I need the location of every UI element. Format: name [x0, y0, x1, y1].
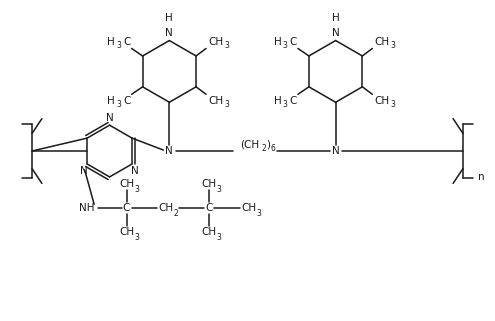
- Text: 3: 3: [225, 41, 229, 50]
- Text: H: H: [332, 13, 340, 22]
- Text: 2: 2: [261, 144, 266, 153]
- Text: N: N: [332, 146, 340, 156]
- Text: C: C: [289, 96, 297, 106]
- Text: N: N: [332, 28, 340, 38]
- Text: C: C: [123, 96, 130, 106]
- Text: N: N: [80, 167, 88, 177]
- Text: 3: 3: [217, 185, 222, 194]
- Text: CH: CH: [201, 179, 217, 189]
- Text: ): ): [266, 140, 270, 150]
- Text: 3: 3: [225, 100, 229, 109]
- Text: 3: 3: [283, 41, 288, 50]
- Text: n: n: [478, 172, 485, 182]
- Text: CH: CH: [201, 227, 217, 237]
- Text: C: C: [205, 203, 213, 213]
- Text: 6: 6: [270, 144, 275, 153]
- Text: CH: CH: [208, 96, 224, 106]
- Text: 3: 3: [116, 100, 121, 109]
- Text: H: H: [107, 96, 115, 106]
- Text: CH: CH: [375, 37, 390, 47]
- Text: CH: CH: [242, 203, 256, 213]
- Text: H: H: [274, 37, 282, 47]
- Text: CH: CH: [119, 227, 134, 237]
- Text: C: C: [123, 37, 130, 47]
- Text: H: H: [165, 13, 173, 22]
- Text: H: H: [274, 96, 282, 106]
- Text: 3: 3: [134, 185, 139, 194]
- Text: C: C: [123, 203, 130, 213]
- Text: 3: 3: [391, 41, 396, 50]
- Text: CH: CH: [208, 37, 224, 47]
- Text: CH: CH: [119, 179, 134, 189]
- Text: 3: 3: [134, 233, 139, 242]
- Text: 3: 3: [217, 233, 222, 242]
- Text: CH: CH: [159, 203, 174, 213]
- Text: (CH: (CH: [241, 140, 259, 150]
- Text: N: N: [165, 28, 173, 38]
- Text: 2: 2: [174, 209, 179, 218]
- Text: C: C: [289, 37, 297, 47]
- Text: 3: 3: [283, 100, 288, 109]
- Text: CH: CH: [375, 96, 390, 106]
- Text: N: N: [165, 146, 173, 156]
- Text: H: H: [107, 37, 115, 47]
- Text: 3: 3: [391, 100, 396, 109]
- Text: N: N: [131, 167, 139, 177]
- Text: 3: 3: [116, 41, 121, 50]
- Text: 3: 3: [256, 209, 261, 218]
- Text: N: N: [106, 113, 113, 123]
- Text: NH: NH: [79, 203, 95, 213]
